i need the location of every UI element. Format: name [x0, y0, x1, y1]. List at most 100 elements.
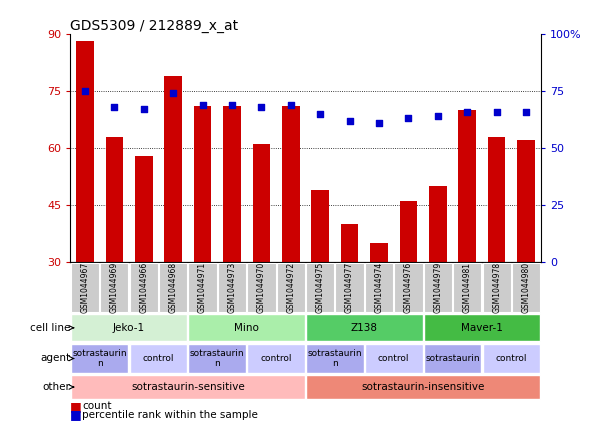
FancyBboxPatch shape: [512, 263, 540, 312]
Point: [168, 90, 178, 96]
Text: other: other: [42, 382, 70, 392]
Point: [315, 110, 325, 117]
Text: GSM1044977: GSM1044977: [345, 262, 354, 313]
FancyBboxPatch shape: [188, 344, 246, 373]
FancyBboxPatch shape: [394, 263, 423, 312]
Point: [345, 117, 354, 124]
Text: sotrastaurin
n: sotrastaurin n: [190, 349, 244, 368]
Text: GSM1044974: GSM1044974: [375, 262, 384, 313]
FancyBboxPatch shape: [306, 344, 364, 373]
Bar: [458, 110, 476, 262]
FancyBboxPatch shape: [71, 263, 99, 312]
Text: GSM1044969: GSM1044969: [110, 262, 119, 313]
Text: GSM1044971: GSM1044971: [198, 262, 207, 313]
Bar: [164, 76, 182, 262]
FancyBboxPatch shape: [483, 344, 540, 373]
FancyBboxPatch shape: [100, 263, 128, 312]
Point: [109, 104, 119, 110]
Text: ■: ■: [70, 400, 82, 412]
Point: [433, 113, 443, 119]
Text: control: control: [496, 354, 527, 363]
Bar: [252, 144, 270, 262]
Text: GSM1044968: GSM1044968: [169, 262, 178, 313]
FancyBboxPatch shape: [365, 263, 393, 312]
Text: sotrastaurin-sensitive: sotrastaurin-sensitive: [131, 382, 245, 392]
FancyBboxPatch shape: [247, 263, 276, 312]
Text: GSM1044981: GSM1044981: [463, 262, 472, 313]
Point: [403, 115, 413, 122]
Point: [521, 108, 531, 115]
Text: control: control: [260, 354, 292, 363]
Point: [492, 108, 502, 115]
Text: control: control: [143, 354, 174, 363]
FancyBboxPatch shape: [306, 314, 423, 341]
FancyBboxPatch shape: [71, 375, 305, 399]
Text: cell line: cell line: [30, 323, 70, 333]
Text: GSM1044979: GSM1044979: [433, 262, 442, 313]
FancyBboxPatch shape: [423, 263, 452, 312]
Bar: [341, 224, 359, 262]
Point: [463, 108, 472, 115]
Text: GSM1044967: GSM1044967: [81, 262, 89, 313]
FancyBboxPatch shape: [130, 344, 188, 373]
FancyBboxPatch shape: [453, 263, 481, 312]
FancyBboxPatch shape: [159, 263, 188, 312]
FancyBboxPatch shape: [423, 344, 481, 373]
Bar: [223, 106, 241, 262]
Bar: [106, 137, 123, 262]
Text: GSM1044975: GSM1044975: [316, 262, 324, 313]
Point: [374, 120, 384, 126]
FancyBboxPatch shape: [188, 263, 217, 312]
Text: control: control: [378, 354, 409, 363]
Text: count: count: [82, 401, 112, 411]
Text: GSM1044966: GSM1044966: [139, 262, 148, 313]
FancyBboxPatch shape: [423, 314, 540, 341]
FancyBboxPatch shape: [218, 263, 246, 312]
Text: sotrastaurin: sotrastaurin: [425, 354, 480, 363]
Text: GSM1044970: GSM1044970: [257, 262, 266, 313]
FancyBboxPatch shape: [483, 263, 511, 312]
Text: percentile rank within the sample: percentile rank within the sample: [82, 409, 258, 420]
FancyBboxPatch shape: [335, 263, 364, 312]
Text: GSM1044978: GSM1044978: [492, 262, 501, 313]
Text: agent: agent: [40, 354, 70, 363]
Text: GSM1044976: GSM1044976: [404, 262, 413, 313]
Text: GSM1044972: GSM1044972: [287, 262, 295, 313]
FancyBboxPatch shape: [306, 375, 540, 399]
Text: GSM1044973: GSM1044973: [227, 262, 236, 313]
Point: [198, 101, 208, 108]
FancyBboxPatch shape: [247, 344, 305, 373]
Bar: [429, 186, 447, 262]
FancyBboxPatch shape: [306, 263, 334, 312]
Text: GSM1044980: GSM1044980: [522, 262, 530, 313]
Text: sotrastaurin
n: sotrastaurin n: [307, 349, 362, 368]
Bar: [76, 41, 94, 262]
Point: [139, 106, 148, 113]
Bar: [135, 156, 153, 262]
Point: [257, 104, 266, 110]
Bar: [194, 106, 211, 262]
Bar: [312, 190, 329, 262]
FancyBboxPatch shape: [71, 344, 128, 373]
Bar: [488, 137, 505, 262]
Bar: [518, 140, 535, 262]
Point: [227, 101, 237, 108]
Text: Mino: Mino: [234, 323, 259, 333]
FancyBboxPatch shape: [365, 344, 423, 373]
Point: [286, 101, 296, 108]
Bar: [370, 243, 388, 262]
FancyBboxPatch shape: [130, 263, 158, 312]
Bar: [282, 106, 299, 262]
FancyBboxPatch shape: [71, 314, 188, 341]
Text: ■: ■: [70, 408, 82, 421]
Point: [80, 88, 90, 94]
Text: Jeko-1: Jeko-1: [113, 323, 145, 333]
Text: Z138: Z138: [351, 323, 378, 333]
FancyBboxPatch shape: [188, 314, 305, 341]
Text: Maver-1: Maver-1: [461, 323, 503, 333]
Text: sotrastaurin-insensitive: sotrastaurin-insensitive: [362, 382, 485, 392]
Text: GDS5309 / 212889_x_at: GDS5309 / 212889_x_at: [70, 19, 238, 33]
FancyBboxPatch shape: [277, 263, 305, 312]
Bar: [400, 201, 417, 262]
Text: sotrastaurin
n: sotrastaurin n: [72, 349, 127, 368]
